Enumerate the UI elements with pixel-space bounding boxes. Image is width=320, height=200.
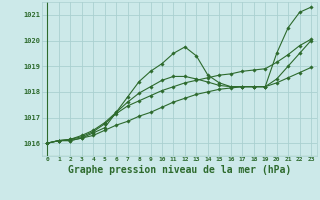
X-axis label: Graphe pression niveau de la mer (hPa): Graphe pression niveau de la mer (hPa) bbox=[68, 165, 291, 175]
